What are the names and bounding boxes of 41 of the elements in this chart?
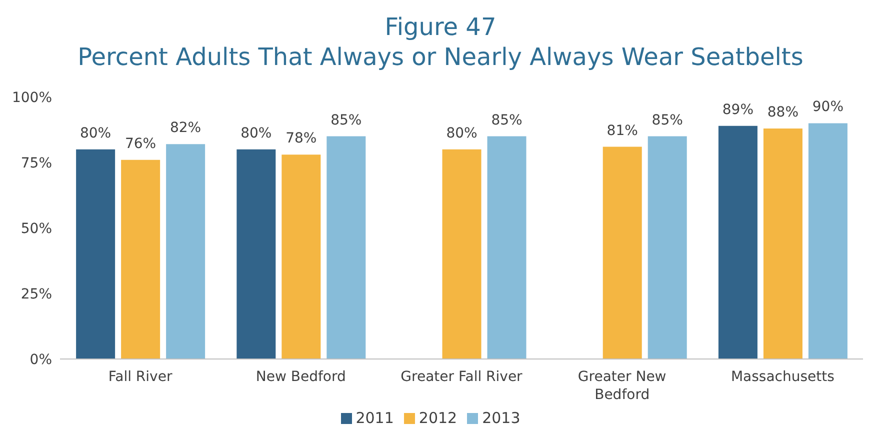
data-label: 78% bbox=[286, 130, 317, 147]
y-tick-label: 100% bbox=[12, 90, 52, 106]
legend-label: 2011 bbox=[356, 409, 394, 427]
data-label: 85% bbox=[491, 112, 522, 128]
legend-label: 2012 bbox=[418, 409, 458, 427]
y-tick-label: 25% bbox=[20, 286, 52, 302]
bar bbox=[121, 160, 160, 359]
data-label: 76% bbox=[124, 136, 156, 152]
bar bbox=[282, 154, 321, 359]
y-tick-label: 50% bbox=[20, 220, 52, 237]
x-tick-label: Greater New Bedford bbox=[578, 369, 666, 403]
x-tick-label: New Bedford bbox=[256, 369, 346, 385]
bar bbox=[442, 149, 482, 359]
bar bbox=[166, 144, 206, 359]
bar bbox=[76, 149, 116, 359]
bar bbox=[763, 128, 802, 359]
y-tick-label: 75% bbox=[20, 155, 52, 172]
x-tick-label: Massachusetts bbox=[730, 369, 834, 385]
bar bbox=[718, 126, 758, 359]
data-label: 85% bbox=[652, 112, 683, 128]
x-tick-label: Fall River bbox=[108, 369, 172, 385]
chart-subtitle: Percent Adults That Always or Nearly Always Wear Seatbelts bbox=[76, 42, 804, 72]
bar bbox=[236, 149, 276, 359]
data-label: 90% bbox=[812, 99, 844, 116]
bar bbox=[808, 123, 848, 359]
legend-label: 2013 bbox=[482, 409, 520, 427]
data-label: 88% bbox=[767, 104, 799, 120]
bar bbox=[648, 136, 687, 359]
data-label: 82% bbox=[170, 120, 202, 136]
y-tick-label: 0% bbox=[30, 352, 52, 368]
data-label: 85% bbox=[330, 112, 362, 128]
data-label: 80% bbox=[446, 125, 478, 142]
bar bbox=[602, 146, 642, 359]
bar bbox=[326, 136, 366, 359]
data-label: 80% bbox=[240, 125, 272, 142]
chart-title: Figure 47 bbox=[384, 12, 498, 42]
data-label: 81% bbox=[606, 122, 638, 139]
x-tick-label: Greater Fall River bbox=[400, 369, 523, 385]
data-label: 80% bbox=[80, 125, 112, 142]
data-label: 89% bbox=[722, 102, 754, 118]
bar bbox=[487, 136, 526, 359]
